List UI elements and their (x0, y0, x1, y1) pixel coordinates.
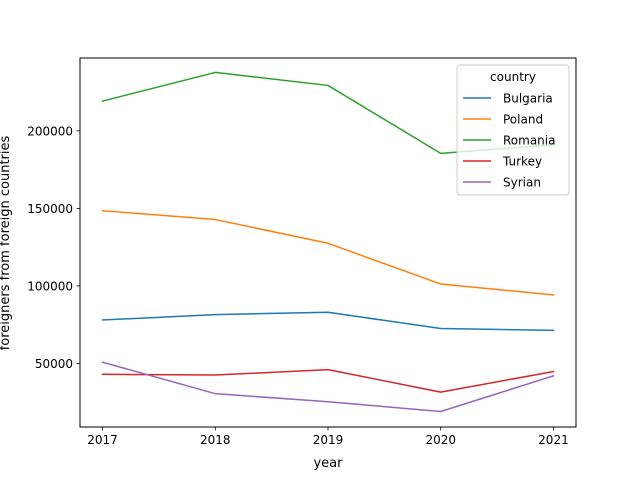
series-line-bulgaria (101, 311, 555, 332)
legend-label-syrian: Syrian (503, 176, 541, 190)
x-axis-label: year (313, 456, 343, 471)
x-tick-label: 2021 (538, 433, 569, 447)
y-tick-label: 100000 (27, 279, 73, 293)
y-tick-label: 200000 (27, 124, 73, 138)
legend-title: country (490, 70, 536, 84)
y-axis-label: foreigners from foreign countries (0, 136, 13, 351)
legend-label-turkey: Turkey (502, 155, 542, 169)
series-line-syrian (101, 361, 555, 413)
x-tick-label: 2019 (313, 433, 344, 447)
legend-label-bulgaria: Bulgaria (503, 92, 553, 106)
y-tick-label: 150000 (27, 202, 73, 216)
y-axis-ticks: 50000 100000 150000 200000 (27, 124, 80, 371)
y-tick-label: 50000 (35, 357, 73, 371)
series-line-turkey (101, 368, 555, 393)
series-line-poland (101, 209, 555, 296)
legend-label-romania: Romania (503, 134, 555, 148)
x-tick-label: 2017 (87, 433, 118, 447)
x-tick-label: 2018 (200, 433, 231, 447)
legend-label-poland: Poland (503, 113, 543, 127)
x-tick-label: 2020 (425, 433, 456, 447)
legend: country Bulgaria Poland Romania Turkey Syrian (456, 64, 570, 196)
x-axis-ticks: 2017 2018 2019 2020 2021 (87, 427, 569, 447)
